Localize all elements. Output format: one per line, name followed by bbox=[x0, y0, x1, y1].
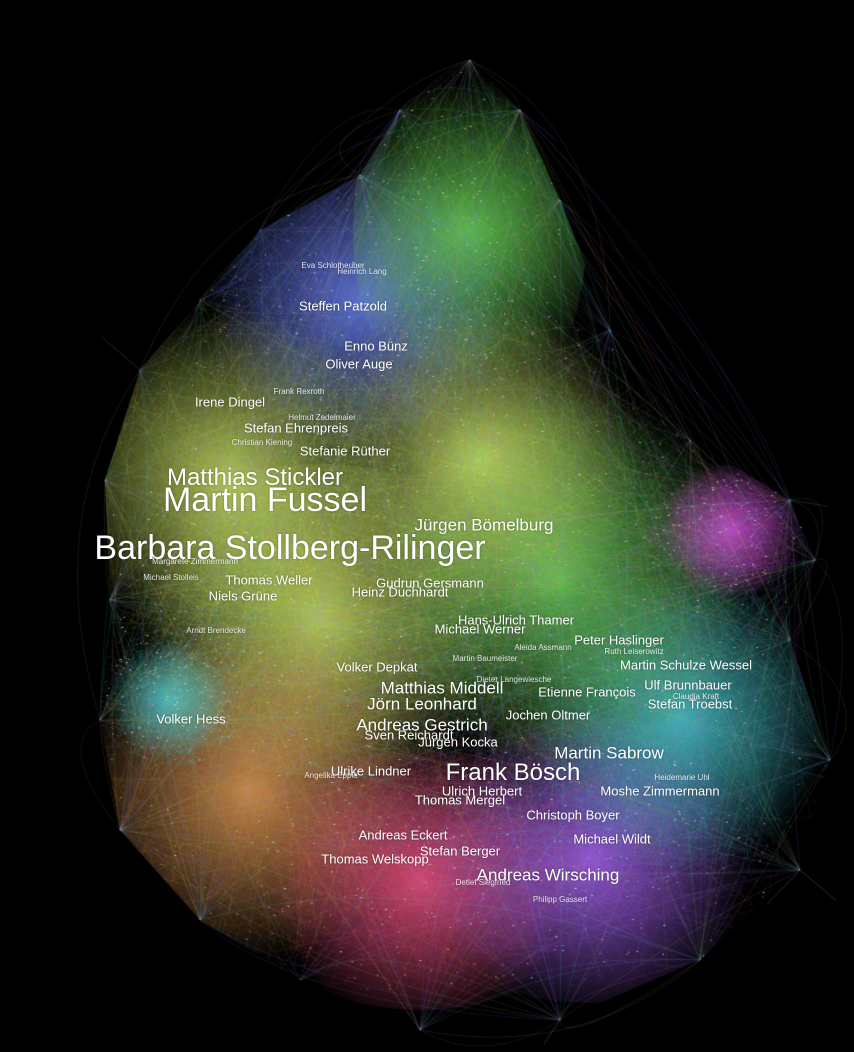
node-label: Dieter Langewiesche bbox=[476, 675, 552, 684]
node-label: Thomas Mergel bbox=[414, 792, 506, 808]
node-label: Heinz Duchhardt bbox=[351, 584, 449, 600]
node-label: Hans-Ulrich Thamer bbox=[457, 612, 575, 628]
node-label: Gudrun Gersmann bbox=[376, 575, 484, 591]
node-label: Andreas Wirsching bbox=[476, 865, 620, 885]
node-label: Ulf Brunnbauer bbox=[644, 677, 732, 693]
node-label: Jochen Oltmer bbox=[505, 707, 591, 723]
node-label: Detlef Siegfried bbox=[455, 878, 511, 887]
node-label: Martin Schulze Wessel bbox=[620, 657, 752, 673]
node-label: Frank Bösch bbox=[445, 759, 581, 786]
node-label: Ruth Leiserowitz bbox=[604, 647, 664, 656]
node-label: Thomas Weller bbox=[225, 572, 313, 588]
node-label: Jörn Leonhard bbox=[367, 694, 477, 714]
node-label: Oliver Auge bbox=[325, 356, 393, 372]
node-label: Helmut Zedelmaier bbox=[288, 413, 356, 422]
node-label: Aleida Assmann bbox=[514, 643, 572, 652]
node-label: Enno Bünz bbox=[344, 338, 408, 354]
node-label: Peter Haslinger bbox=[574, 632, 664, 648]
node-label: Jürgen Bömelburg bbox=[414, 515, 554, 535]
node-label: Steffen Patzold bbox=[299, 298, 387, 314]
node-label: Michael Stolleis bbox=[143, 573, 199, 582]
node-label: Eva Schlotheuber bbox=[301, 261, 365, 270]
node-label: Ulrich Herbert bbox=[441, 783, 523, 799]
node-label: Arndt Brendecke bbox=[186, 626, 246, 635]
node-label: Thomas Welskopp bbox=[321, 851, 429, 867]
node-label: Volker Hess bbox=[156, 711, 226, 727]
node-label: Heidemarie Uhl bbox=[654, 773, 710, 782]
node-label: Stefan Berger bbox=[419, 843, 501, 859]
node-label: Moshe Zimmermann bbox=[600, 783, 720, 799]
node-label: Barbara Stollberg-Rilinger bbox=[94, 529, 486, 567]
node-label: Philipp Gassert bbox=[532, 895, 588, 904]
node-label: Etienne François bbox=[538, 684, 636, 700]
node-label: Frank Rexroth bbox=[273, 387, 325, 396]
node-label: Christoph Boyer bbox=[526, 807, 620, 823]
node-label: Martin Sabrow bbox=[554, 743, 664, 763]
node-label: Heinrich Lang bbox=[337, 267, 387, 276]
node-label: Stefan Ehrenpreis bbox=[243, 420, 349, 436]
node-label: Jürgen Kocka bbox=[418, 734, 498, 750]
node-label: Volker Depkat bbox=[336, 659, 418, 675]
node-label: Martin Baumeister bbox=[452, 654, 518, 663]
node-label: Matthias Stickler bbox=[166, 464, 344, 491]
node-label: Michael Wildt bbox=[573, 831, 651, 847]
node-label: Christian Kiening bbox=[231, 438, 293, 447]
node-label: Claudia Kraft bbox=[672, 692, 720, 701]
node-label: Andreas Gestrich bbox=[356, 715, 488, 735]
node-label: Stefanie Rüther bbox=[299, 443, 391, 459]
node-label: Michael Werner bbox=[434, 621, 526, 637]
node-label: Margarete Zimmermann bbox=[152, 557, 238, 566]
node-label: Sven Reichardt bbox=[364, 727, 454, 743]
node-label: Martin Fussel bbox=[162, 481, 368, 519]
node-label: Andreas Eckert bbox=[358, 827, 448, 843]
node-label: Ulrike Lindner bbox=[330, 763, 412, 779]
node-label: Matthias Middell bbox=[380, 678, 504, 698]
node-label: Angelika Epple bbox=[304, 771, 358, 780]
node-label: Irene Dingel bbox=[194, 394, 266, 410]
node-label: Stefan Troebst bbox=[647, 696, 733, 712]
node-label: Niels Grüne bbox=[208, 588, 278, 604]
